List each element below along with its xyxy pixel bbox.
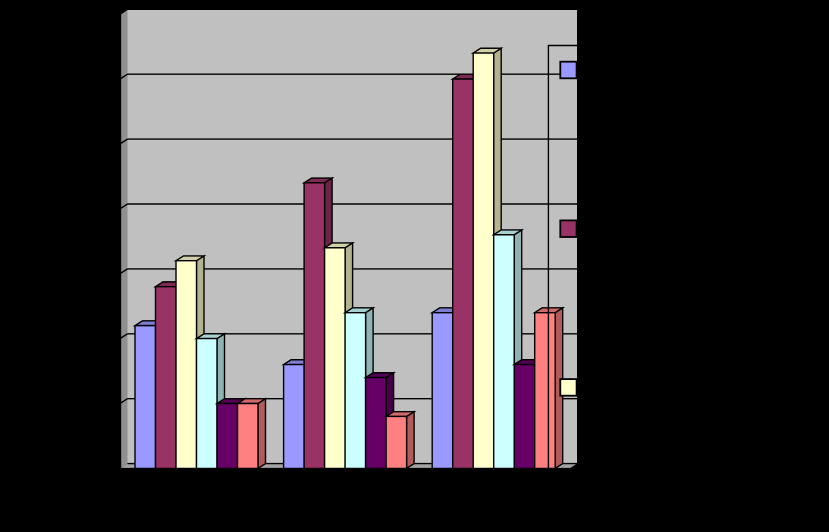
bar bbox=[383, 410, 417, 470]
gridline-side-wall bbox=[119, 203, 128, 210]
bar-group bbox=[132, 254, 268, 470]
bar-group bbox=[281, 176, 417, 470]
bar-front-face bbox=[513, 363, 536, 470]
bar-front-face bbox=[236, 402, 259, 470]
bar bbox=[470, 46, 504, 470]
legend-key bbox=[559, 219, 578, 238]
bar-front-face bbox=[303, 182, 326, 470]
gridline-side-wall bbox=[119, 73, 128, 80]
bar-front-face bbox=[472, 52, 495, 470]
legend-key bbox=[559, 60, 578, 80]
bar-front-face bbox=[216, 402, 239, 470]
legend bbox=[547, 44, 829, 532]
side-wall bbox=[120, 9, 128, 469]
bar-front-face bbox=[493, 234, 515, 470]
bar-front-face bbox=[385, 415, 408, 470]
bar-front-face bbox=[282, 363, 305, 470]
bar-front-face bbox=[344, 311, 367, 470]
bar-front-face bbox=[175, 260, 198, 470]
bar-group bbox=[429, 46, 566, 470]
legend-border bbox=[547, 44, 829, 532]
bar-front-face bbox=[195, 337, 218, 470]
bar bbox=[235, 397, 268, 470]
bar-front-face bbox=[534, 311, 556, 470]
gridline-side-wall bbox=[119, 138, 128, 145]
bar-front-face bbox=[134, 324, 157, 470]
legend-key bbox=[559, 378, 578, 397]
gridline-side-wall bbox=[119, 398, 128, 405]
bar-front-face bbox=[323, 247, 346, 470]
bar-front-face bbox=[364, 376, 387, 470]
gridline-side-wall bbox=[119, 333, 128, 340]
bar-front-face bbox=[154, 285, 177, 470]
bar-side-face bbox=[257, 397, 267, 470]
side-wall-top-edge bbox=[119, 8, 128, 15]
bar-front-face bbox=[431, 311, 454, 470]
gridline-side-wall bbox=[119, 268, 128, 275]
bar-side-face bbox=[405, 410, 415, 470]
bars bbox=[132, 46, 566, 470]
bar-front-face bbox=[452, 78, 474, 470]
